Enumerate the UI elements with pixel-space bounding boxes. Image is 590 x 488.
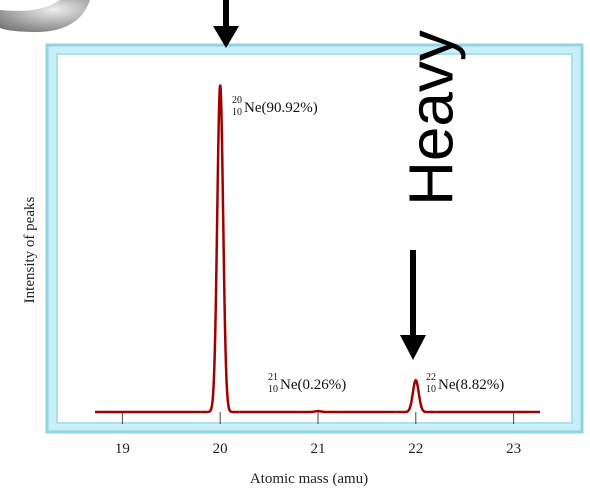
data-label: (8.82%) (456, 377, 505, 393)
atomic-number: 10 (426, 384, 436, 395)
isotope-text: Ne(8.82%) (438, 377, 504, 393)
peak (200, 84, 240, 414)
arrow-head (400, 335, 426, 360)
x-tick-label: 22 (408, 441, 423, 457)
x-tick-label: 21 (310, 441, 325, 457)
x-axis-label: Atomic mass (amu) (250, 471, 368, 487)
decorative-shape (0, 0, 90, 32)
peak (396, 378, 436, 414)
data-label: (0.26%) (298, 377, 347, 393)
element-symbol: Ne (244, 100, 262, 116)
data-label: (90.92%) (262, 100, 318, 116)
annotation: Heavy (397, 30, 466, 206)
element-symbol: Ne (280, 377, 298, 393)
element-symbol: Ne (438, 377, 456, 393)
isotope-text: Ne(90.92%) (244, 100, 318, 116)
x-tick-label: 20 (213, 441, 228, 457)
y-axis-label: Intensity of peaks (22, 197, 38, 304)
atomic-number: 10 (268, 384, 278, 395)
x-tick-label: 23 (506, 441, 521, 457)
mass-number: 22 (426, 372, 436, 383)
x-tick-label: 19 (115, 441, 130, 457)
atomic-number: 10 (232, 107, 242, 118)
mass-number: 20 (232, 95, 242, 106)
mass-number: 21 (268, 372, 278, 383)
plot-area (56, 53, 573, 424)
isotope-text: Ne(0.26%) (280, 377, 346, 393)
arrow-head (213, 26, 239, 48)
peak (298, 409, 338, 414)
